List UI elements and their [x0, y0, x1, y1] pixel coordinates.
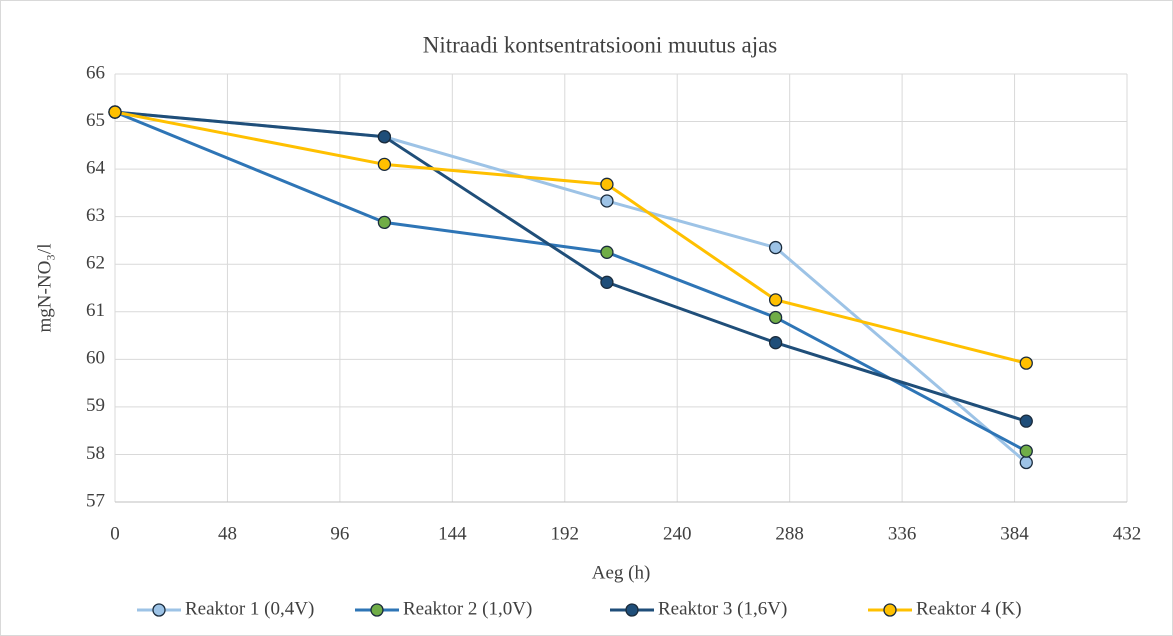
x-axis-label: Aeg (h) [592, 562, 651, 583]
data-point [768, 310, 783, 325]
data-point [1019, 356, 1033, 370]
x-tick-label: 192 [551, 523, 580, 544]
x-tick-label: 144 [438, 523, 467, 544]
y-tick-label: 65 [86, 110, 105, 131]
data-point [1019, 414, 1033, 428]
y-tick-label: 66 [86, 62, 105, 83]
legend-marker [883, 603, 897, 617]
data-point [1019, 444, 1033, 458]
y-axis-label: mgN-NO₃/l [34, 244, 55, 333]
x-tick-label: 0 [110, 523, 120, 544]
x-tick-label: 336 [888, 523, 917, 544]
data-point [600, 275, 614, 289]
x-tick-label: 96 [330, 523, 349, 544]
y-tick-label: 61 [86, 300, 105, 321]
legend-label: Reaktor 1 (0,4V) [185, 598, 314, 619]
legend-marker [152, 603, 166, 617]
data-point [768, 240, 783, 255]
y-tick-label: 62 [86, 253, 105, 274]
x-tick-label: 384 [1000, 523, 1029, 544]
legend-marker [370, 603, 384, 617]
data-point [108, 105, 122, 119]
data-point [600, 177, 614, 191]
data-point [377, 215, 392, 230]
chart-title: Nitraadi kontsentratsiooni muutus ajas [423, 32, 778, 57]
data-point [600, 245, 614, 259]
y-tick-label: 63 [86, 205, 105, 226]
x-tick-label: 432 [1113, 523, 1142, 544]
data-point [377, 130, 392, 144]
y-tick-label: 59 [86, 395, 105, 416]
data-point [768, 336, 783, 350]
x-tick-label: 288 [775, 523, 804, 544]
x-tick-label: 240 [663, 523, 692, 544]
y-tick-label: 60 [86, 348, 105, 369]
legend-label: Reaktor 2 (1,0V) [403, 598, 532, 619]
x-tick-label: 48 [218, 523, 237, 544]
data-point [768, 293, 783, 307]
y-tick-label: 58 [86, 443, 105, 464]
legend-label: Reaktor 3 (1,6V) [658, 598, 787, 619]
data-point [600, 194, 614, 208]
legend-label: Reaktor 4 (K) [916, 598, 1022, 619]
data-point [377, 157, 392, 172]
data-point [1019, 455, 1033, 470]
y-tick-label: 57 [86, 490, 105, 511]
legend-marker [625, 603, 639, 617]
y-tick-label: 64 [86, 157, 106, 178]
